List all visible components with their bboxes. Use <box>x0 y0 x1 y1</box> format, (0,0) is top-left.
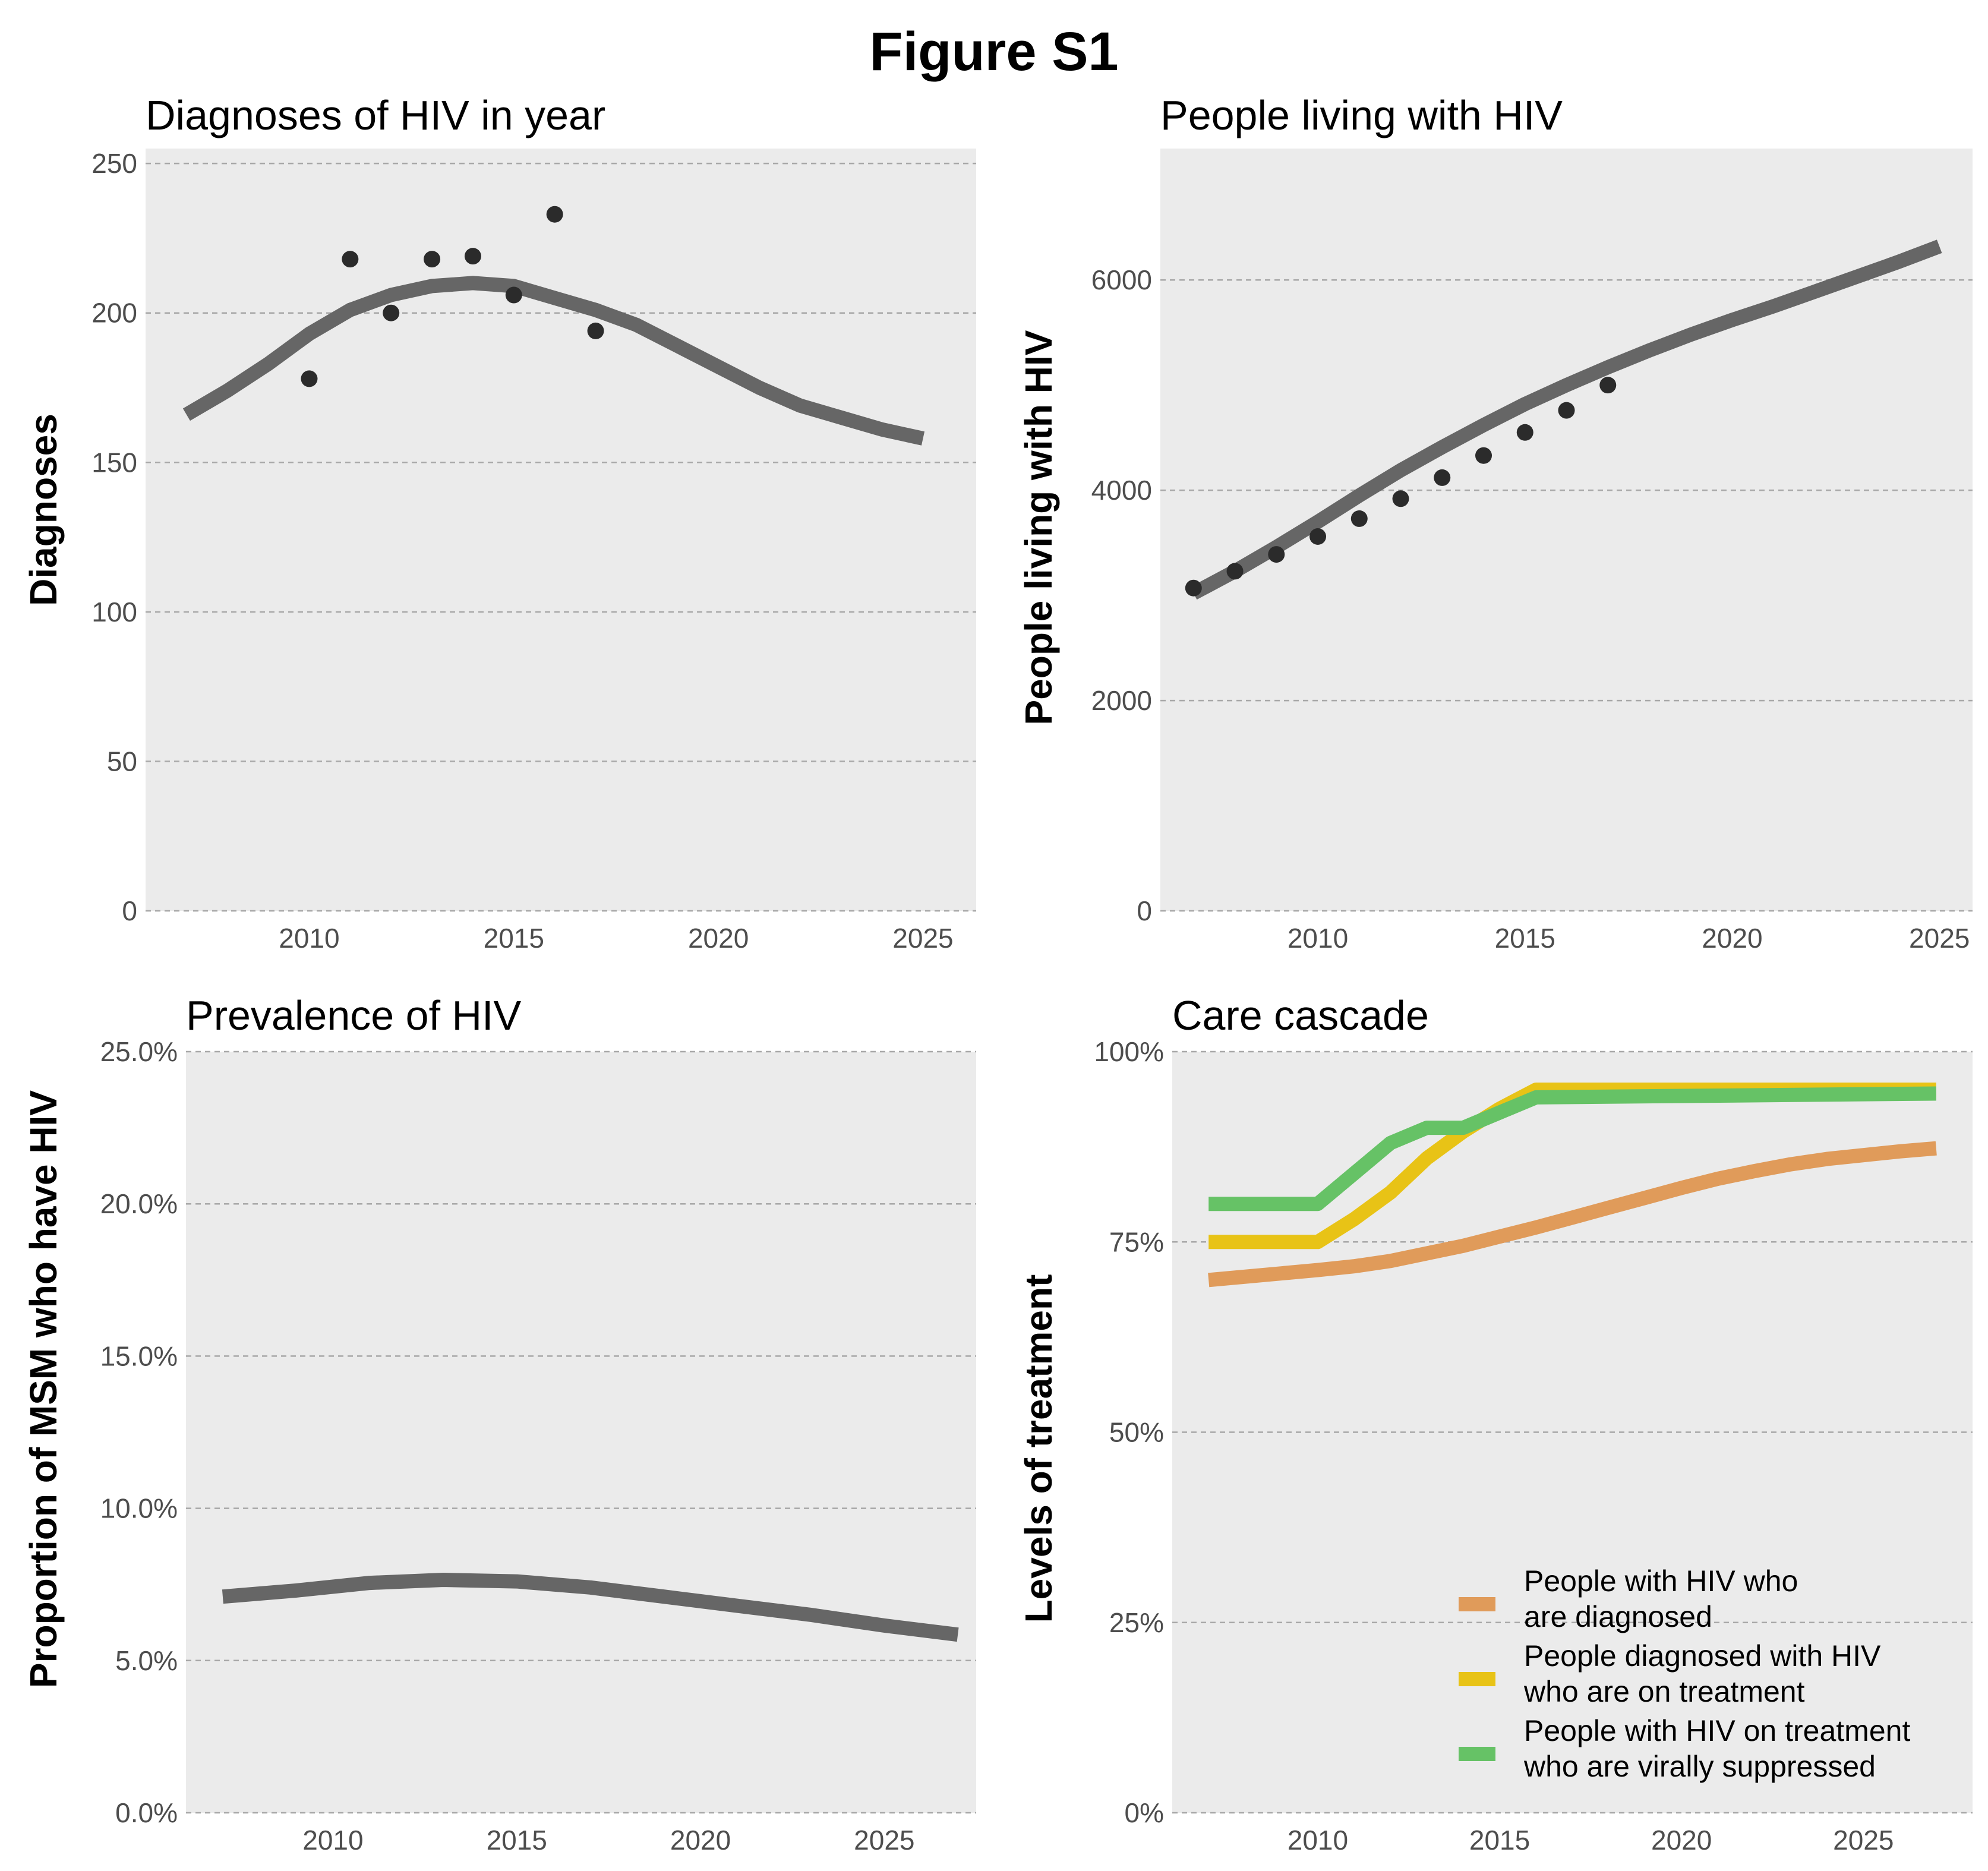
data-point <box>1558 402 1575 419</box>
legend-label: People diagnosed with HIV <box>1524 1639 1881 1673</box>
x-tick-label: 2020 <box>688 923 749 954</box>
y-tick-label: 50% <box>1109 1417 1164 1448</box>
y-tick-label: 5.0% <box>115 1645 178 1676</box>
y-tick-label: 0 <box>1137 895 1152 926</box>
data-point <box>1392 490 1409 507</box>
x-tick-label: 2025 <box>1909 923 1970 954</box>
y-tick-label: 75% <box>1109 1226 1164 1257</box>
data-point <box>464 248 481 265</box>
x-tick-label: 2015 <box>484 923 544 954</box>
x-tick-label: 2010 <box>1288 923 1348 954</box>
legend-label: People with HIV on treatment <box>1524 1714 1910 1747</box>
x-tick-label: 2025 <box>854 1825 914 1856</box>
chart-title: Prevalence of HIV <box>186 992 521 1039</box>
y-tick-label: 200 <box>91 298 137 329</box>
plot-area <box>186 1052 976 1813</box>
x-tick-label: 2020 <box>1651 1825 1712 1856</box>
legend-label: who are virally suppressed <box>1523 1750 1876 1783</box>
x-tick-label: 2010 <box>279 923 339 954</box>
y-tick-label: 0% <box>1125 1797 1164 1828</box>
data-point <box>1434 469 1451 486</box>
panel-prevalence: 0.0% 5.0% 10.0% 15.0% 20.0% 25.0% 2010 2015 2020… <box>22 992 976 1856</box>
x-tick-label: 2025 <box>1833 1825 1894 1856</box>
y-tick-label: 150 <box>91 447 137 478</box>
y-tick-label: 50 <box>107 746 137 777</box>
y-tick-label: 0.0% <box>115 1797 178 1828</box>
legend-label: are diagnosed <box>1524 1600 1712 1633</box>
y-tick-label: 100 <box>91 597 137 627</box>
y-tick-label: 10.0% <box>100 1493 178 1524</box>
y-tick-label: 2000 <box>1091 685 1152 716</box>
legend-label: who are on treatment <box>1523 1675 1805 1708</box>
data-point <box>1185 579 1202 597</box>
data-point <box>301 370 318 387</box>
data-point <box>424 251 441 268</box>
data-point <box>1268 546 1285 563</box>
x-tick-label: 2015 <box>1495 923 1555 954</box>
y-axis-label: Levels of treatment <box>1017 1274 1060 1623</box>
data-point <box>1226 563 1244 580</box>
y-axis-label: People living with HIV <box>1017 330 1060 725</box>
y-tick-label: 20.0% <box>100 1188 178 1219</box>
plot-area <box>146 149 976 911</box>
panel-care-cascade: 0% 25% 50% 75% 100% 2010 2015 2020 2025 People wi… <box>1017 992 1973 1856</box>
model-line <box>1190 239 1942 600</box>
x-tick-label: 2010 <box>302 1825 363 1856</box>
series-line-3 <box>1208 1086 1936 1211</box>
y-tick-label: 25.0% <box>100 1036 178 1067</box>
y-tick-label: 250 <box>91 148 137 179</box>
y-tick-label: 15.0% <box>100 1340 178 1371</box>
chart-title: People living with HIV <box>1160 92 1563 138</box>
y-tick-label: 25% <box>1109 1607 1164 1638</box>
data-point <box>342 251 359 268</box>
y-axis-label: Diagnoses <box>22 414 65 606</box>
y-tick-label: 0 <box>122 895 137 926</box>
chart-title: Diagnoses of HIV in year <box>146 92 605 138</box>
y-tick-label: 100% <box>1094 1036 1164 1067</box>
x-tick-label: 2015 <box>1469 1825 1530 1856</box>
data-point <box>1350 510 1368 527</box>
data-point <box>546 206 563 223</box>
panel-people-living: 0 2000 4000 6000 2010 2015 2020 2025 People livi… <box>1017 92 1973 954</box>
x-tick-label: 2010 <box>1288 1825 1348 1856</box>
model-line <box>182 276 925 446</box>
data-point <box>587 322 604 339</box>
panel-diagnoses: 0 50 100 150 200 250 2010 2015 2020 2025 Diagnoses… <box>22 92 976 954</box>
data-point <box>1516 424 1533 441</box>
y-tick-label: 4000 <box>1091 475 1152 506</box>
data-point <box>505 286 522 304</box>
x-tick-label: 2025 <box>892 923 953 954</box>
data-point <box>1475 447 1492 464</box>
data-point <box>1309 528 1327 545</box>
chart-title: Care cascade <box>1172 992 1429 1039</box>
data-point <box>1599 377 1617 394</box>
figure-title: Figure S1 <box>869 21 1118 82</box>
y-axis-label: Proportion of MSM who have HIV <box>22 1090 65 1689</box>
plot-area <box>1160 149 1973 911</box>
legend-label: People with HIV who <box>1524 1564 1798 1598</box>
model-line <box>222 1573 959 1642</box>
x-tick-label: 2020 <box>670 1825 731 1856</box>
x-tick-label: 2020 <box>1702 923 1762 954</box>
y-tick-label: 6000 <box>1091 264 1152 295</box>
series-line-1 <box>1208 1141 1937 1288</box>
x-tick-label: 2015 <box>487 1825 547 1856</box>
data-point <box>383 304 400 321</box>
